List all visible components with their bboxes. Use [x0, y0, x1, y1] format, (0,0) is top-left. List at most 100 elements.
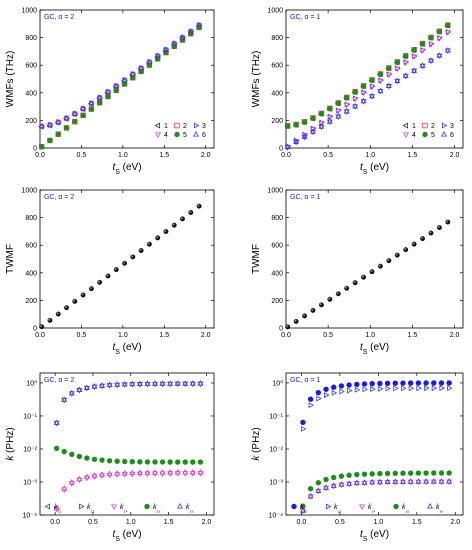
legend-label: k₁₄ — [368, 504, 375, 514]
data-point — [361, 480, 368, 487]
data-point — [394, 59, 400, 65]
data-point — [384, 470, 391, 477]
data-point — [331, 384, 337, 390]
data-point — [121, 78, 128, 84]
data-point — [55, 118, 62, 125]
data-point — [83, 473, 90, 480]
data-point — [369, 480, 376, 486]
data-point — [80, 105, 87, 111]
data-point — [318, 123, 325, 131]
panel-e: 0.0 0.5 1.0 1.5 2.0 10⁻⁴ 10⁻³ 10⁻² 10⁻¹ 10⁰ GC, α … — [5, 372, 215, 543]
plot-frame — [285, 372, 464, 516]
plot-frame — [39, 189, 215, 329]
x-tick-label: 0.0 — [50, 519, 60, 526]
data-point — [318, 121, 325, 127]
data-point — [327, 296, 333, 302]
data-point — [445, 219, 451, 225]
data-point — [327, 106, 333, 112]
data-point — [129, 70, 136, 77]
data-point — [284, 143, 291, 151]
data-point — [300, 419, 306, 426]
legend-label: 1 — [412, 123, 416, 130]
x-tick-label: 0.5 — [88, 519, 98, 526]
data-point — [369, 471, 375, 477]
data-point — [113, 267, 119, 273]
data-point — [307, 494, 314, 500]
data-point — [129, 380, 136, 388]
data-point — [446, 478, 453, 484]
x-tick-label: 0.0 — [35, 152, 45, 159]
legend-label: 2 — [183, 123, 187, 130]
data-point — [377, 380, 383, 387]
data-point — [301, 119, 308, 125]
data-point — [436, 36, 443, 42]
data-point — [99, 457, 105, 463]
data-point — [352, 102, 359, 110]
data-point — [331, 389, 338, 396]
data-point — [197, 459, 204, 465]
data-point — [106, 458, 113, 464]
x-axis-label: tS (eV) — [360, 529, 389, 543]
y-tick-label: 10⁻² — [269, 446, 283, 453]
data-point — [196, 24, 202, 31]
data-point — [159, 380, 166, 388]
data-point — [323, 386, 329, 392]
data-point — [315, 487, 322, 493]
data-point — [362, 386, 368, 393]
data-point — [360, 90, 367, 97]
data-point — [386, 65, 392, 72]
data-point — [384, 478, 391, 485]
data-point — [338, 473, 345, 479]
data-point — [46, 121, 53, 128]
data-point — [415, 470, 422, 476]
data-point — [431, 470, 437, 476]
legend-marker — [155, 132, 161, 138]
series-k14 — [299, 479, 453, 515]
data-point — [335, 100, 341, 107]
data-point — [428, 35, 434, 41]
data-point — [197, 380, 204, 388]
data-point — [121, 380, 128, 388]
data-point — [96, 95, 103, 102]
data-point — [411, 47, 417, 53]
y-tick-label: 10⁰ — [26, 379, 37, 387]
data-point — [369, 92, 375, 100]
data-point — [88, 99, 95, 106]
data-point — [136, 469, 143, 475]
data-point — [188, 210, 194, 215]
panel-annotation: GC, α = 1 — [290, 194, 320, 201]
panel-d: 0.0 0.5 1.0 1.5 2.0 0 200 400 600 800 1000 GC, α = … — [251, 188, 464, 356]
panel-c: 0.0 0.5 1.0 1.5 2.0 0 200 400 600 800 1000 GC, α = … — [5, 188, 215, 356]
data-point — [146, 58, 153, 65]
data-point — [431, 380, 437, 386]
y-tick-label: 1000 — [21, 188, 37, 195]
legend-marker — [427, 503, 433, 509]
data-point — [343, 102, 350, 109]
data-point — [338, 481, 345, 487]
x-axis-label: tS (eV) — [112, 162, 141, 176]
data-point — [338, 383, 345, 389]
data-point — [53, 504, 60, 511]
panel-annotation: GC, α = 1 — [290, 14, 320, 21]
x-tick-label: 2.0 — [450, 332, 460, 339]
legend-marker — [193, 131, 199, 137]
data-point — [138, 68, 144, 75]
data-point — [344, 285, 350, 291]
data-point — [377, 470, 383, 477]
series-k24b — [53, 468, 204, 511]
data-point — [352, 96, 359, 103]
y-tick-label: 10⁰ — [272, 379, 283, 387]
data-point — [392, 479, 399, 486]
data-point — [189, 468, 196, 475]
data-point — [63, 125, 70, 131]
data-point — [129, 469, 136, 476]
data-point — [400, 380, 406, 386]
y-tick-label: 10⁻¹ — [269, 413, 283, 420]
data-point — [114, 458, 120, 464]
data-point — [431, 385, 438, 392]
x-tick-label: 0.5 — [77, 152, 87, 159]
legend-label: k₁₂ — [300, 504, 307, 514]
data-point — [310, 127, 316, 133]
data-point — [88, 106, 95, 112]
